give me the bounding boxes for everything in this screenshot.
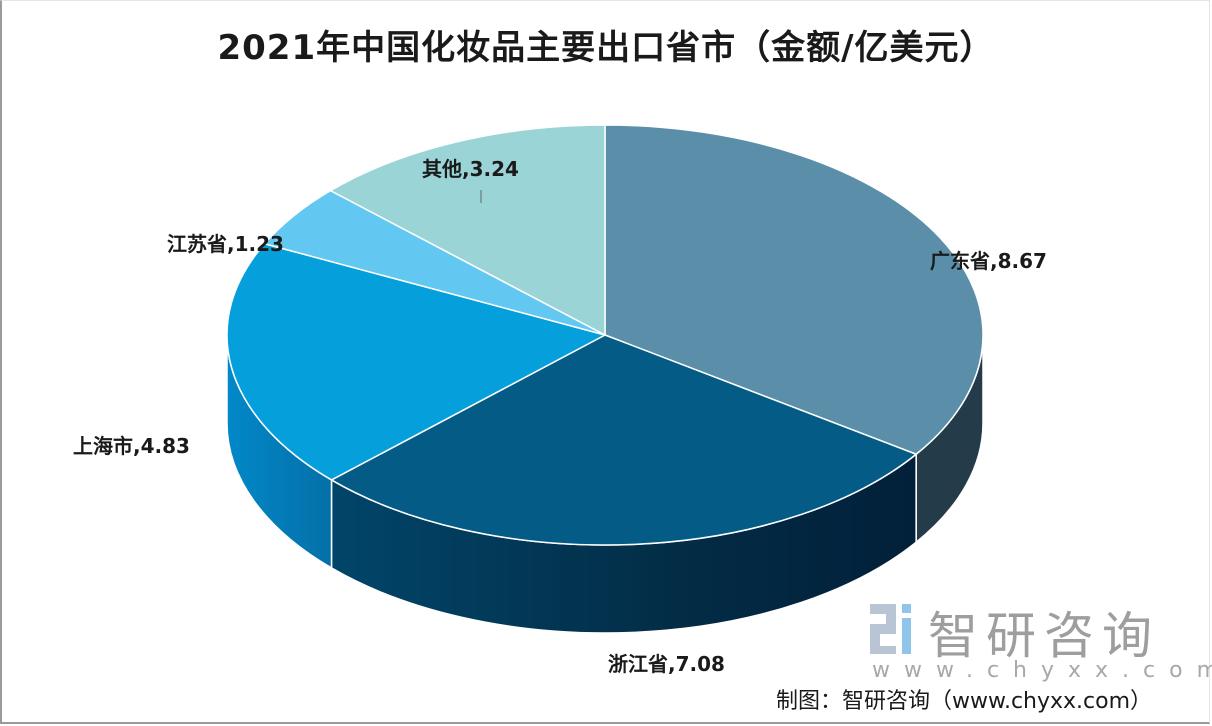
pie-slice-上海市 bbox=[226, 242, 606, 481]
data-label-jiangsu: 江苏省,1.23 bbox=[167, 232, 284, 256]
watermark-brand: 智研咨询 bbox=[928, 607, 1160, 665]
data-label-others: 其他,3.24 bbox=[422, 157, 519, 181]
chart-title: 2021年中国化妆品主要出口省市（金额/亿美元） bbox=[217, 28, 995, 68]
pie-slice-浙江省 bbox=[330, 334, 917, 546]
data-label-guangdong: 广东省,8.67 bbox=[930, 249, 1047, 273]
watermark: 智研咨询 bbox=[868, 600, 1178, 665]
source-note: 制图：智研咨询（www.chyxx.com） bbox=[776, 689, 1153, 714]
data-label-shanghai: 上海市,4.83 bbox=[73, 434, 190, 458]
pie-slice-其他 bbox=[329, 124, 606, 336]
pie-slice-广东省 bbox=[604, 124, 984, 455]
watermark-url: www.chyxx.com bbox=[872, 658, 1212, 683]
data-label-zhejiang: 浙江省,7.08 bbox=[608, 652, 725, 676]
brand-logo-icon bbox=[870, 604, 911, 654]
